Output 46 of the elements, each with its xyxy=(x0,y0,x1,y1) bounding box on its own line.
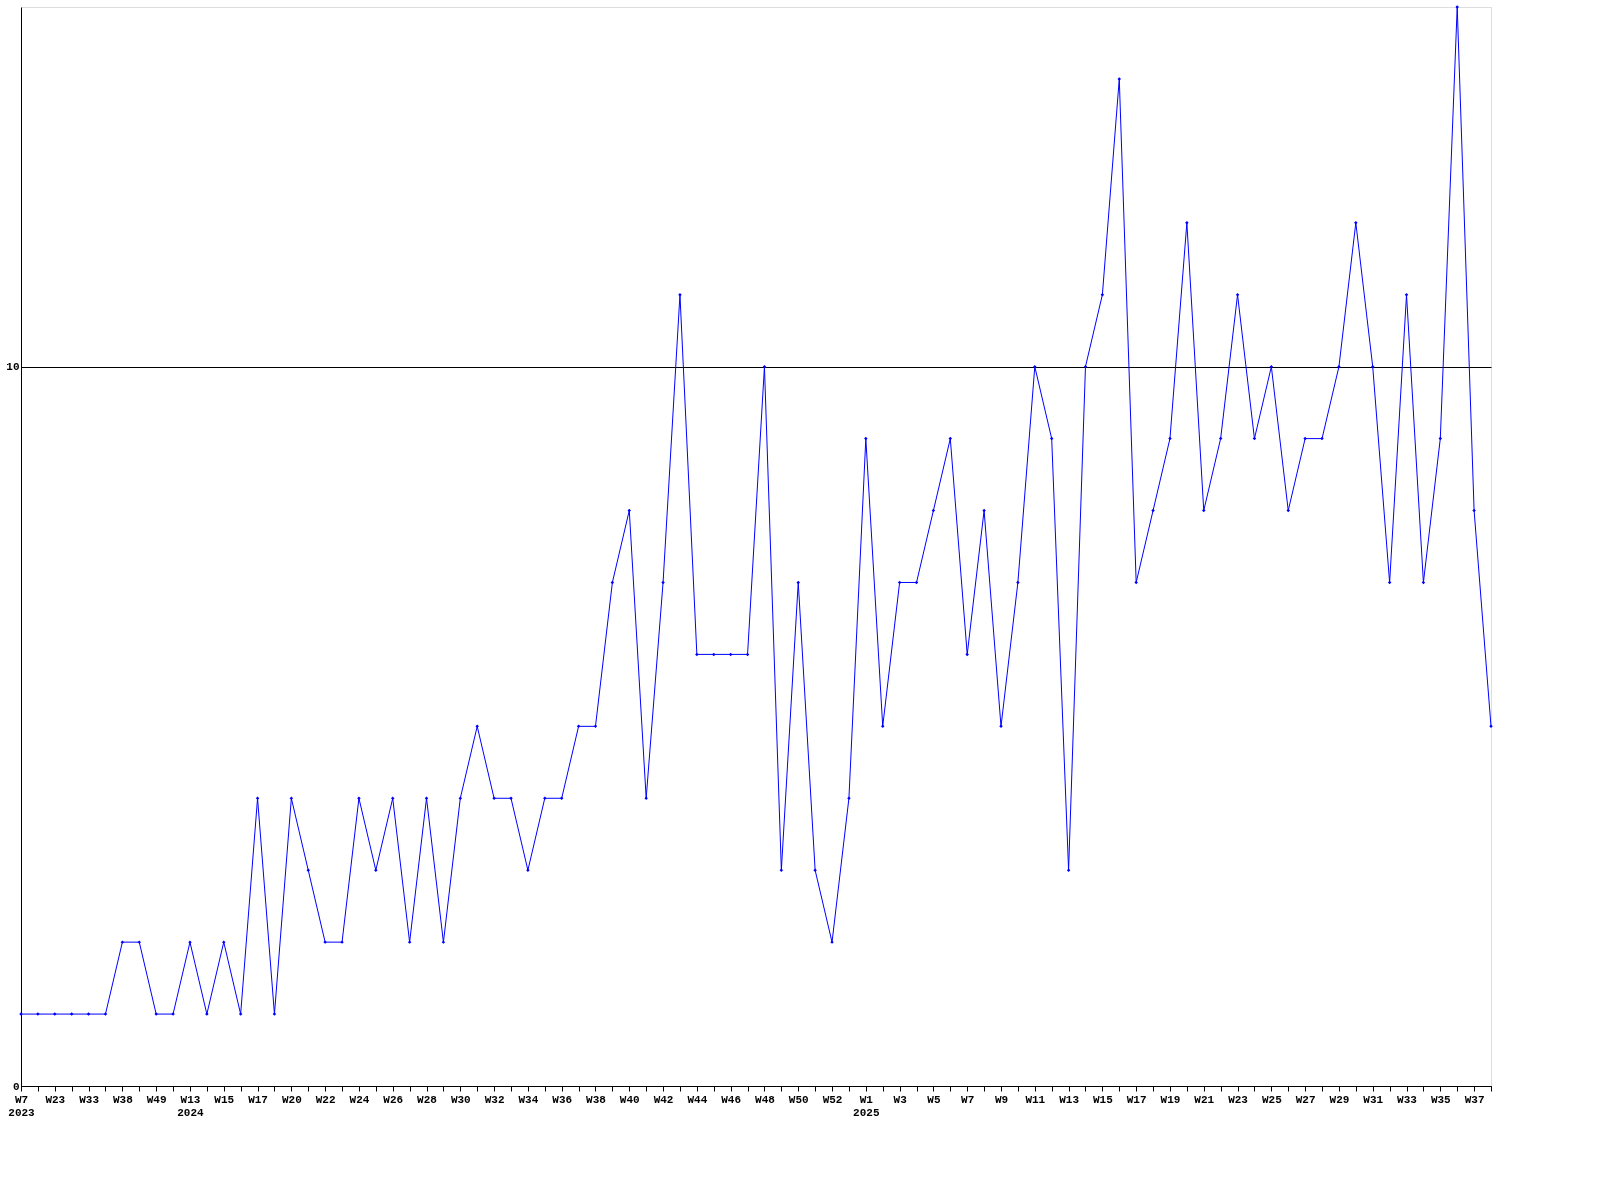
x-tick-label: W24 xyxy=(349,1093,370,1106)
x-tick-label: W34 xyxy=(518,1093,539,1106)
x-tick-label: W15 xyxy=(1092,1093,1114,1106)
x-tick-label: W48 xyxy=(755,1093,776,1106)
x-tick-label: W32 xyxy=(484,1093,505,1106)
x-tick-label: W23 xyxy=(1228,1093,1249,1106)
x-tick-label: W23 xyxy=(45,1093,66,1106)
x-tick-label: W7 2023 xyxy=(8,1093,36,1119)
x-tick-label: W3 xyxy=(893,1093,908,1106)
x-tick-label: W17 xyxy=(248,1093,268,1106)
x-tick-label: W1 2025 xyxy=(853,1093,880,1119)
x-tick-label: W29 xyxy=(1329,1093,1350,1106)
x-tick-label: W31 xyxy=(1363,1093,1384,1106)
x-tick-label: W52 xyxy=(822,1093,843,1106)
x-tick-label: W17 xyxy=(1126,1093,1147,1106)
x-tick-label: W13 2024 xyxy=(177,1093,205,1119)
x-tick-label: W25 xyxy=(1261,1093,1283,1106)
x-tick-label: W13 xyxy=(1059,1093,1080,1106)
x-tick-label: W22 xyxy=(315,1093,336,1106)
x-tick-label: W27 xyxy=(1295,1093,1316,1106)
x-tick-label: W9 xyxy=(994,1093,1009,1106)
x-tick-label: W33 xyxy=(1397,1093,1418,1106)
x-tick-label: W7 xyxy=(961,1093,975,1106)
x-tick-label: W30 xyxy=(450,1093,471,1106)
x-tick-label: W40 xyxy=(619,1093,640,1106)
x-tick-label: W36 xyxy=(552,1093,573,1106)
x-tick-label: W38 xyxy=(112,1093,134,1106)
x-tick-label: W37 xyxy=(1464,1093,1485,1106)
x-tick-label: W5 xyxy=(927,1093,941,1106)
x-tick-label: W46 xyxy=(721,1093,742,1106)
x-tick-label: W49 xyxy=(146,1093,167,1106)
x-tick-label: W20 xyxy=(281,1093,302,1106)
x-tick-label: W38 xyxy=(586,1093,607,1106)
x-tick-label: W42 xyxy=(653,1093,674,1106)
x-tick-label: W15 xyxy=(214,1093,235,1106)
x-tick-label: W28 xyxy=(417,1093,438,1106)
x-tick-label: W50 xyxy=(788,1093,809,1106)
x-tick-label: W19 xyxy=(1160,1093,1181,1106)
y-tick-label: 0 xyxy=(12,1080,20,1093)
x-tick-label: W21 xyxy=(1194,1093,1215,1106)
y-tick-label: 10 xyxy=(6,361,20,374)
x-tick-label: W26 xyxy=(383,1093,404,1106)
x-tick-label: W33 xyxy=(79,1093,100,1106)
x-tick-label: W11 xyxy=(1025,1093,1046,1106)
x-tick-label: W35 xyxy=(1430,1093,1452,1106)
x-tick-label: W44 xyxy=(687,1093,708,1106)
